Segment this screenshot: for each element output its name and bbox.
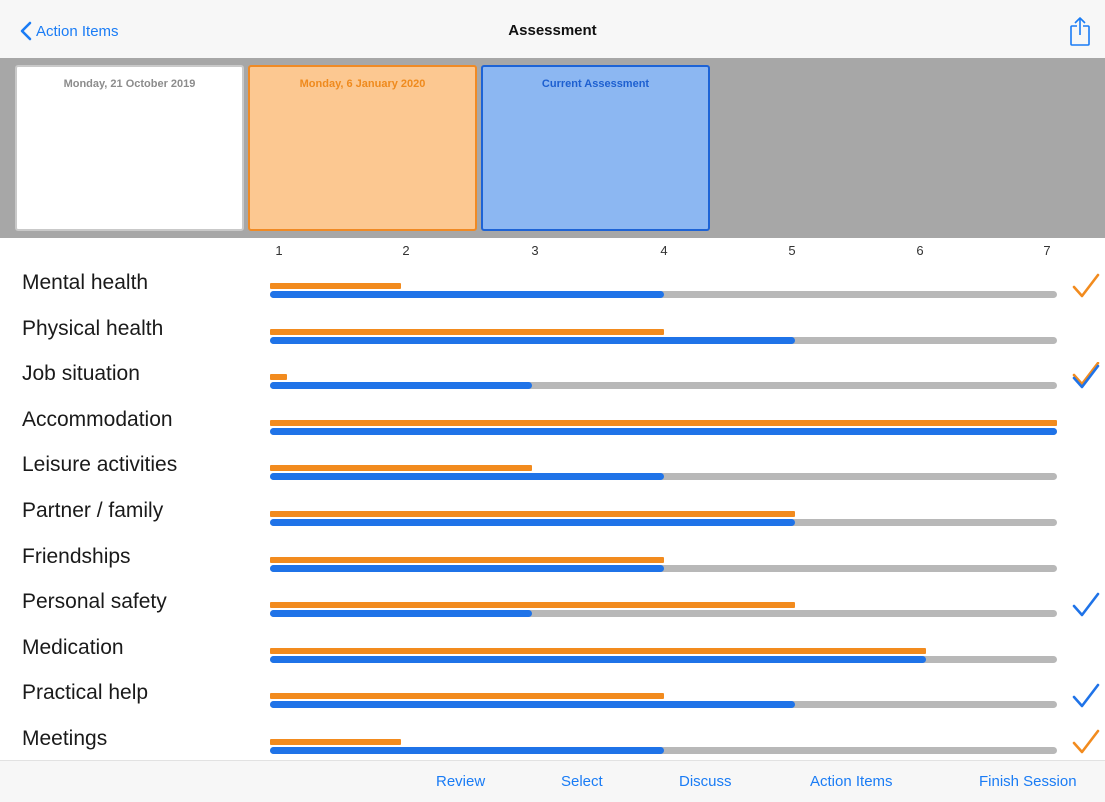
previous-score-bar xyxy=(270,511,795,517)
navigation-bar: Action Items Assessment xyxy=(0,0,1105,58)
checkmark-icon xyxy=(1072,684,1100,708)
review-button[interactable]: Review xyxy=(436,773,486,790)
action-items-button[interactable]: Action Items xyxy=(810,773,893,790)
assessment-row[interactable]: Personal safety xyxy=(0,580,1105,624)
assessment-row[interactable]: Job situation xyxy=(0,352,1105,396)
current-score-bar[interactable] xyxy=(270,427,1057,435)
current-score-bar[interactable] xyxy=(270,473,664,481)
scale-tick: 5 xyxy=(788,243,796,258)
previous-score-bar xyxy=(270,647,926,654)
scale-tick: 7 xyxy=(1043,243,1051,258)
scale-tick: 2 xyxy=(402,243,410,258)
checkmark-icon xyxy=(1072,592,1100,617)
assessment-card-current[interactable]: Current Assessment xyxy=(481,65,710,231)
assessment-row[interactable]: Accommodation xyxy=(0,398,1105,442)
assessment-row[interactable]: Mental health xyxy=(0,261,1105,305)
row-label: Medication xyxy=(22,635,124,659)
previous-score-bar xyxy=(270,374,287,381)
row-label: Friendships xyxy=(22,544,131,568)
finish-session-button[interactable]: Finish Session xyxy=(979,773,1077,790)
current-score-bar[interactable] xyxy=(270,564,664,572)
score-track[interactable] xyxy=(270,610,1057,618)
previous-score-bar xyxy=(270,465,532,472)
row-label: Leisure activities xyxy=(22,453,178,477)
scale-tick: 1 xyxy=(275,243,283,258)
rating-scale: 1 2 3 4 5 6 7 xyxy=(0,238,1105,262)
assessment-row[interactable]: Meetings xyxy=(0,717,1105,761)
assessment-row[interactable]: Physical health xyxy=(0,307,1105,351)
current-score-bar[interactable] xyxy=(270,655,926,663)
previous-score-bar xyxy=(270,556,664,563)
select-button[interactable]: Select xyxy=(561,773,603,790)
page-title: Assessment xyxy=(508,22,597,39)
row-label: Job situation xyxy=(22,362,140,386)
assessment-row[interactable]: Practical help xyxy=(0,671,1105,715)
checkmark-icon xyxy=(1072,273,1100,298)
row-label: Meetings xyxy=(22,727,108,750)
score-track[interactable] xyxy=(270,382,1057,390)
discuss-button[interactable]: Discuss xyxy=(679,773,732,790)
current-score-bar[interactable] xyxy=(270,701,795,709)
chevron-left-icon xyxy=(20,21,32,41)
row-label: Practical help xyxy=(22,681,149,705)
previous-score-bar xyxy=(270,602,795,609)
previous-score-bar xyxy=(270,328,664,335)
current-score-bar[interactable] xyxy=(270,747,664,754)
assessment-row[interactable]: Partner / family xyxy=(0,489,1105,533)
assessment-row[interactable]: Medication xyxy=(0,626,1105,670)
previous-score-bar xyxy=(270,693,664,700)
assessment-card-past[interactable]: Monday, 21 October 2019 xyxy=(15,65,244,231)
assessment-card-previous[interactable]: Monday, 6 January 2020 xyxy=(248,65,477,231)
row-label: Partner / family xyxy=(22,499,164,522)
row-label: Mental health xyxy=(22,271,149,294)
previous-score-bar xyxy=(270,419,1057,426)
current-score-bar[interactable] xyxy=(270,519,795,526)
scale-tick: 6 xyxy=(916,243,924,258)
row-label: Physical health xyxy=(22,316,164,340)
previous-score-bar xyxy=(270,283,401,289)
scale-tick: 4 xyxy=(660,243,668,258)
previous-score-bar xyxy=(270,739,401,745)
assessment-history-strip: Monday, 21 October 2019 Monday, 6 Januar… xyxy=(0,58,1105,238)
checkmark-icon xyxy=(1072,729,1100,754)
bottom-toolbar: Review Select Discuss Action Items Finis… xyxy=(0,760,1105,802)
current-score-bar[interactable] xyxy=(270,291,664,298)
scale-tick: 3 xyxy=(531,243,539,258)
assessment-row[interactable]: Friendships xyxy=(0,535,1105,579)
back-button-label: Action Items xyxy=(36,22,119,40)
current-score-bar[interactable] xyxy=(270,382,532,390)
assessment-row[interactable]: Leisure activities xyxy=(0,443,1105,487)
row-label: Personal safety xyxy=(22,590,167,614)
current-score-bar[interactable] xyxy=(270,336,795,344)
row-label: Accommodation xyxy=(22,407,173,431)
back-button[interactable]: Action Items xyxy=(20,19,119,43)
share-icon[interactable] xyxy=(1066,15,1094,47)
current-score-bar[interactable] xyxy=(270,610,532,618)
checkmark-icon xyxy=(1072,362,1100,389)
